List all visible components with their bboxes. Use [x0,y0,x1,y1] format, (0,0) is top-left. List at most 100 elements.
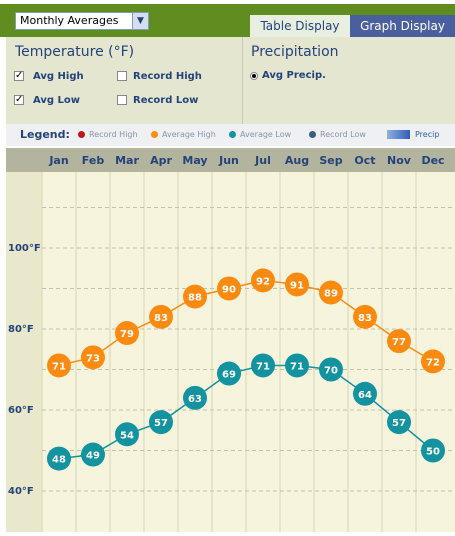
data-point [353,381,377,406]
data-point [387,410,411,435]
chart-svg: Jan Feb Mar Apr May Jun Jul Aug Sep Oct Nov Dec 100°… [6,148,455,532]
chevron-down-icon[interactable]: ▼ [132,13,148,29]
data-point [149,410,173,435]
legend: Legend: Record High Average High Average… [6,124,455,146]
data-point [115,422,139,447]
data-label: 72 [426,357,440,368]
month-label-jul: Jul [254,154,271,167]
data-point [81,442,105,467]
data-label: 90 [222,285,236,296]
data-label: 57 [392,418,406,429]
legend-precip-swatch [387,130,410,139]
top-bar: Monthly Averages ▼ Table Display Graph D… [0,0,455,37]
month-label-aug: Aug [285,154,309,167]
data-label: 92 [256,276,270,287]
data-label: 73 [86,353,100,364]
data-label: 64 [358,390,372,401]
data-label: 49 [86,451,100,462]
panel-divider [242,37,243,124]
legend-record-high-label: Record High [89,130,138,139]
data-point [217,361,241,386]
month-label-nov: Nov [387,154,412,167]
data-point [421,349,445,374]
data-label: 50 [426,447,440,458]
legend-record-high-marker [78,131,85,138]
legend-average-low-marker [229,131,236,138]
data-point [285,272,309,297]
month-label-jun: Jun [218,154,239,167]
data-point [47,353,71,378]
month-label-may: May [182,154,207,167]
month-label-sep: Sep [319,154,342,167]
data-label: 57 [154,418,168,429]
tab-graph-display[interactable]: Graph Display [350,15,455,37]
data-label: 48 [52,455,66,466]
month-label-dec: Dec [421,154,444,167]
legend-record-low-marker [309,131,316,138]
record-high-checkbox[interactable] [117,71,127,81]
avg-high-checkbox[interactable]: ✓ [14,70,24,81]
y-axis-band [6,172,42,532]
data-point [319,280,343,305]
month-label-feb: Feb [82,154,105,167]
legend-precip-label: Precip [415,130,440,139]
data-point [217,276,241,301]
data-point [285,353,309,378]
data-label: 54 [120,430,134,441]
data-label: 71 [52,361,66,372]
plot-area [42,172,455,532]
data-label: 88 [188,293,202,304]
data-label: 71 [256,361,270,372]
legend-record-low-label: Record Low [320,130,366,139]
y-tick-label: 40°F [8,486,34,497]
temperature-chart: Jan Feb Mar Apr May Jun Jul Aug Sep Oct Nov Dec 100°… [6,148,455,532]
data-point [251,353,275,378]
data-label: 83 [358,313,372,324]
data-point [183,284,207,309]
avg-high-label: Avg High [33,71,84,82]
legend-title: Legend: [20,128,70,141]
view-select[interactable]: Monthly Averages ▼ [15,12,149,30]
month-label-mar: Mar [115,154,139,167]
month-header-band [6,148,455,172]
month-label-apr: Apr [150,154,172,167]
view-select-value: Monthly Averages [20,14,119,27]
data-point [81,345,105,370]
legend-average-low-label: Average Low [240,130,292,139]
month-label-jan: Jan [48,154,68,167]
data-point [115,321,139,346]
record-high-label: Record High [133,71,202,82]
data-point [251,268,275,293]
avg-precip-radio[interactable] [250,72,258,80]
data-point [421,438,445,463]
avg-precip-label: Avg Precip. [262,70,326,81]
data-label: 70 [324,366,338,377]
temperature-title: Temperature (°F) [15,44,135,60]
legend-average-high-label: Average High [162,130,216,139]
precipitation-title: Precipitation [251,44,339,60]
data-point [149,304,173,329]
data-point [387,329,411,354]
data-label: 89 [324,289,338,300]
data-label: 69 [222,370,236,381]
y-tick-label: 60°F [8,405,34,416]
data-label: 71 [290,361,304,372]
legend-average-high-marker [151,131,158,138]
y-tick-label: 100°F [8,243,41,254]
options-panel: Temperature (°F) ✓ Avg High Record High … [6,37,455,124]
data-label: 83 [154,313,168,324]
month-label-oct: Oct [354,154,375,167]
data-label: 79 [120,329,134,340]
data-point [319,357,343,382]
avg-low-checkbox[interactable]: ✓ [14,94,24,105]
data-point [183,385,207,410]
data-point [47,446,71,471]
data-label: 77 [392,337,406,348]
tab-table-display[interactable]: Table Display [250,15,350,37]
record-low-label: Record Low [133,95,199,106]
data-label: 91 [290,280,304,291]
data-point [353,304,377,329]
record-low-checkbox[interactable] [117,95,127,105]
data-label: 63 [188,394,202,405]
avg-low-label: Avg Low [33,95,81,106]
